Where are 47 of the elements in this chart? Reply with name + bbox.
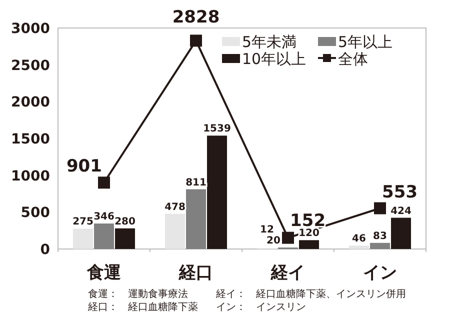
data-label: 275	[72, 216, 94, 228]
x-tick-label: 食運	[86, 263, 121, 283]
bar	[186, 189, 206, 249]
text: 経イ： 経口血糖降下薬、インスリン併用	[215, 288, 406, 300]
text: 食運： 運動食事療法	[88, 288, 188, 300]
point	[190, 34, 202, 47]
legend-label: 5年以上	[338, 33, 393, 51]
y-tick-label: 2000	[11, 94, 50, 111]
legend-label: 10年以上	[242, 50, 306, 68]
y-tick-label: 1000	[11, 168, 50, 184]
bar	[299, 240, 319, 249]
data-label: 2828	[172, 8, 220, 28]
bar	[73, 228, 93, 249]
y-tick-label: 500	[20, 205, 50, 222]
bar	[370, 242, 390, 249]
x-tick-label: 経口	[178, 263, 213, 283]
x-tick-label: イン	[363, 263, 397, 283]
data-label: 46	[352, 234, 366, 245]
data-label: 811	[186, 177, 206, 188]
data-label: 553	[382, 182, 418, 202]
legend-label: 5年未満	[242, 33, 297, 51]
data-label: 83	[373, 230, 387, 242]
y-tick-label: 0	[40, 242, 50, 258]
legend-label: 全体	[338, 50, 368, 68]
data-label: 478	[164, 202, 186, 213]
bar	[349, 246, 369, 249]
bar	[165, 214, 185, 249]
data-label: 346	[94, 212, 114, 223]
text: イン： インスリン	[216, 302, 306, 313]
bar	[94, 224, 114, 249]
data-label: 901	[66, 156, 102, 177]
data-label: 424	[390, 206, 412, 217]
bar	[391, 218, 411, 249]
text: 経口： 経口血糖降下薬	[87, 301, 198, 313]
y-tick-label: 2500	[11, 58, 50, 74]
point	[374, 202, 386, 214]
data-label: 20	[266, 236, 280, 247]
x-tick-label: 経イ	[270, 263, 305, 283]
point	[282, 232, 294, 244]
bar	[207, 136, 227, 249]
data-label: 12	[260, 224, 274, 236]
data-label: 280	[114, 216, 136, 228]
y-tick-label: 3000	[11, 21, 50, 37]
y-tick-label: 1500	[11, 132, 50, 148]
point	[98, 176, 110, 189]
bar	[115, 228, 135, 249]
data-label: 1539	[203, 124, 231, 135]
